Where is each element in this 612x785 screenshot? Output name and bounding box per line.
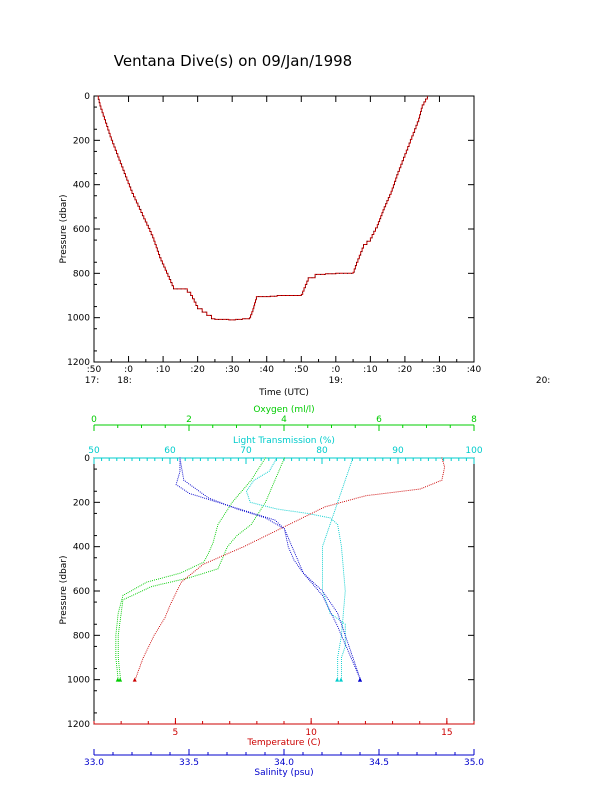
temperature-series-branch	[134, 457, 445, 681]
salinity-tick-label: 34.5	[369, 758, 389, 768]
ctd-profile-panel: 0 200 400 600 800 1000 1200 0 2 4 6 8 50 60 70 80 90 100 5…	[59, 405, 484, 778]
dive-hour-label: 20:	[536, 376, 550, 386]
light_transmission-end-marker	[335, 677, 340, 682]
light_transmission-tick-label: 100	[465, 446, 482, 456]
oxygen-tick-label: 0	[91, 415, 97, 425]
dive-profile-axes: 020040060080010001200:50:0:10:20:30:40:5…	[67, 92, 550, 386]
light_transmission-series-branch	[322, 457, 354, 681]
dive-x-tick-label: :50	[87, 365, 102, 375]
light_transmission-tick-label: 70	[240, 446, 252, 456]
dive-hour-label: 18:	[117, 376, 131, 386]
dive-profile-series	[97, 95, 428, 321]
dive-x-tick-label: :40	[259, 365, 274, 375]
ctd-y-tick-label: 200	[73, 498, 90, 508]
pressure-trace-line	[97, 95, 428, 321]
dive-x-tick-label: :30	[225, 365, 240, 375]
light_transmission-end-marker	[339, 677, 343, 682]
ctd-y-tick-label: 600	[73, 587, 90, 597]
temperature-tick-label: 10	[305, 728, 317, 738]
ctd-profile-axes: 0 200 400 600 800 1000 1200 0 2 4 6 8 50 60 70 80 90 100 5…	[67, 415, 484, 768]
ctd-y-tick-label: 800	[73, 631, 90, 641]
ctd-y-tick-label: 1000	[67, 676, 90, 686]
salinity-tick-label: 33.0	[84, 758, 104, 768]
temperature-tick-label: 5	[173, 728, 179, 738]
dive-x-tick-label: :20	[398, 365, 413, 375]
dive-x-tick-label: :10	[156, 365, 171, 375]
oxygen-tick-label: 8	[471, 415, 477, 425]
salinity-axis-label: Salinity (psu)	[254, 768, 313, 778]
light_transmission-tick-label: 90	[392, 446, 404, 456]
oxygen-tick-label: 2	[186, 415, 192, 425]
dive-x-tick-label: :50	[294, 365, 309, 375]
light_transmission-tick-label: 80	[316, 446, 328, 456]
ctd-y-tick-label: 400	[73, 543, 90, 553]
light-transmission-axis-label: Light Transmission (%)	[233, 436, 335, 446]
dive-x-tick-label: :0	[331, 365, 340, 375]
oxygen-end-marker	[118, 677, 123, 682]
temperature-tick-label: 15	[441, 728, 452, 738]
oxygen-tick-label: 4	[281, 415, 287, 425]
light_transmission-tick-label: 50	[88, 446, 100, 456]
dive-profile-panel: 020040060080010001200:50:0:10:20:30:40:5…	[59, 92, 550, 398]
dive-y-tick-label: 200	[73, 136, 90, 146]
dive-profile-y-label: Pressure (dbar)	[59, 195, 69, 264]
dive-x-tick-label: :10	[363, 365, 378, 375]
dive-profile-x-label: Time (UTC)	[258, 388, 309, 398]
dive-y-tick-label: 400	[73, 181, 90, 191]
ctd-y-tick-label: 0	[84, 454, 90, 464]
ctd-profile-y-label: Pressure (dbar)	[59, 556, 69, 625]
dive-y-tick-label: 800	[73, 269, 90, 279]
dive-y-tick-label: 1200	[67, 358, 90, 368]
salinity-tick-label: 33.5	[179, 758, 199, 768]
ctd-y-tick-label: 1200	[67, 720, 90, 730]
dive-x-tick-label: :20	[190, 365, 205, 375]
salinity-tick-label: 34.0	[274, 758, 294, 768]
salinity-series-branch	[179, 457, 361, 681]
dive-y-tick-label: 0	[84, 92, 90, 102]
dive-hour-label: 17:	[85, 376, 99, 386]
ctd-profile-series	[115, 457, 445, 682]
oxygen-series-branch	[117, 457, 285, 681]
temperature-axis-label: Temperature (C)	[246, 738, 320, 748]
dive-y-tick-label: 1000	[67, 314, 90, 324]
dive-x-tick-label: :0	[124, 365, 133, 375]
oxygen-axis-label: Oxygen (ml/l)	[253, 405, 314, 415]
chart-title: Ventana Dive(s) on 09/Jan/1998	[114, 52, 352, 70]
pressure-trace-points	[97, 95, 428, 321]
ctd-profile-frame	[93, 457, 475, 725]
dive-y-tick-label: 600	[73, 225, 90, 235]
oxygen-series-branch	[115, 457, 266, 681]
dive-hour-label: 19:	[329, 376, 343, 386]
light_transmission-series-branch	[246, 457, 346, 681]
salinity-series-branch	[175, 457, 361, 681]
dive-profile-frame	[93, 95, 475, 363]
light_transmission-tick-label: 60	[164, 446, 176, 456]
salinity-tick-label: 35.0	[464, 758, 484, 768]
salinity-end-marker	[358, 677, 362, 682]
dive-x-tick-label: :30	[432, 365, 447, 375]
oxygen-tick-label: 6	[376, 415, 382, 425]
dive-x-tick-label: :40	[467, 365, 482, 375]
temperature-end-marker	[132, 677, 137, 682]
